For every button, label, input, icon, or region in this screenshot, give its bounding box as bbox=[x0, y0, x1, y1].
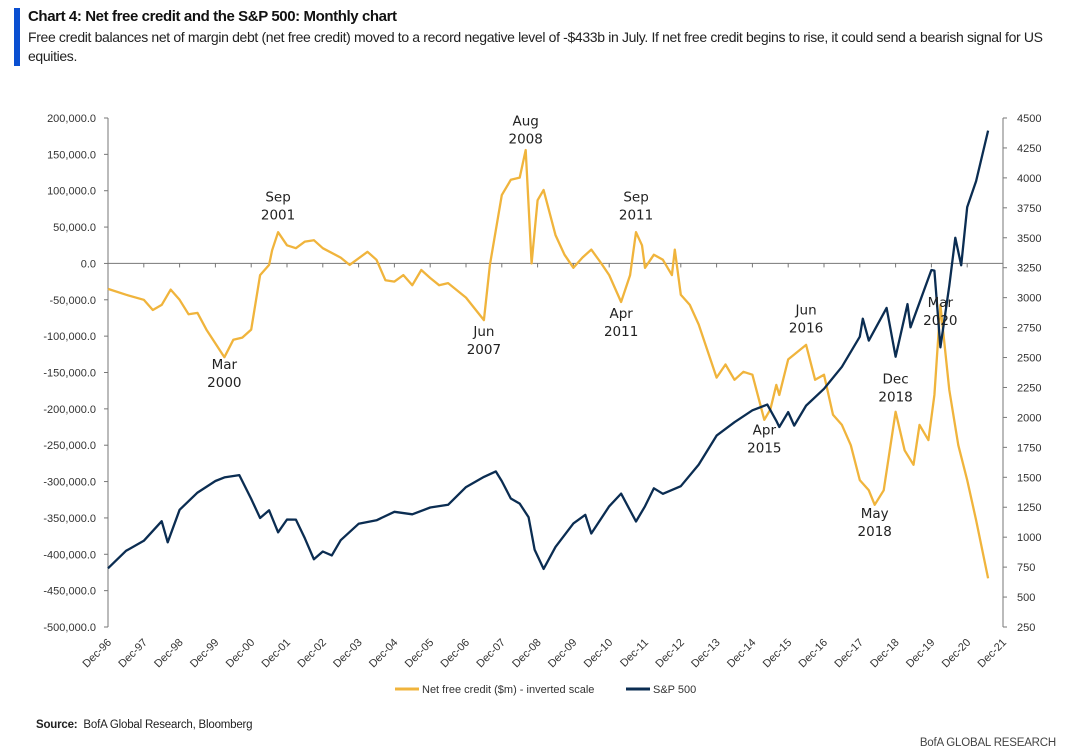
y2-tick-label: 3250 bbox=[1017, 263, 1041, 275]
y2-tick-label: 2750 bbox=[1017, 323, 1041, 335]
annotation-label: Apr bbox=[609, 306, 633, 322]
annotation-label: 2018 bbox=[878, 389, 912, 405]
y-tick-label: 50,000.0 bbox=[53, 222, 96, 234]
annotation-label: Mar bbox=[928, 295, 954, 311]
chart-title: Chart 4: Net free credit and the S&P 500… bbox=[28, 8, 397, 25]
x-tick-label: Dec-15 bbox=[761, 637, 795, 671]
annotation-label: Sep bbox=[623, 190, 648, 206]
source-text: BofA Global Research, Bloomberg bbox=[83, 719, 253, 731]
y2-tick-label: 3000 bbox=[1017, 293, 1041, 305]
y2-tick-label: 3500 bbox=[1017, 233, 1041, 245]
annotation-label: 2007 bbox=[467, 342, 501, 358]
x-tick-label: Dec-12 bbox=[653, 637, 687, 671]
annotation-label: Aug bbox=[512, 113, 538, 129]
annotation-label: Sep bbox=[265, 190, 290, 206]
annotation-label: May bbox=[861, 506, 889, 522]
y2-tick-label: 250 bbox=[1017, 622, 1035, 634]
annotation-label: Dec bbox=[883, 371, 909, 387]
x-tick-label: Dec-99 bbox=[188, 637, 222, 671]
y-tick-label: -450,000.0 bbox=[43, 586, 96, 598]
x-tick-label: Dec-01 bbox=[260, 637, 294, 671]
chart: 200,000.0 150,000.0 100,000.0 50,000.0 0.0 -5… bbox=[43, 113, 1041, 696]
x-tick-label: Dec-96 bbox=[81, 637, 115, 671]
x-tick-label: Dec-17 bbox=[832, 637, 866, 671]
y-tick-label: -400,000.0 bbox=[43, 549, 96, 561]
y2-tick-label: 500 bbox=[1017, 592, 1035, 604]
x-tick-label: Dec-14 bbox=[725, 637, 759, 671]
x-tick-label: Dec-07 bbox=[474, 637, 508, 671]
y2-tick-label: 2250 bbox=[1017, 382, 1041, 394]
legend-label: Net free credit ($m) - inverted scale bbox=[422, 684, 594, 696]
chart-subtitle: Free credit balances net of margin debt … bbox=[28, 29, 1043, 64]
annotation-label: 2011 bbox=[619, 208, 653, 224]
x-tick-label: Dec-13 bbox=[689, 637, 723, 671]
annotation-label: 2011 bbox=[604, 324, 638, 340]
annotation-label: 2001 bbox=[261, 208, 295, 224]
y2-tick-label: 4000 bbox=[1017, 173, 1041, 185]
annotation-label: Jun bbox=[472, 324, 494, 340]
annotation-label: 2018 bbox=[858, 524, 892, 540]
x-tick-label: Dec-97 bbox=[116, 637, 150, 671]
y-tick-label: -200,000.0 bbox=[43, 404, 96, 416]
x-tick-label: Dec-04 bbox=[367, 637, 401, 671]
x-tick-label: Dec-09 bbox=[546, 637, 580, 671]
x-tick-label: Dec-18 bbox=[868, 637, 902, 671]
brand-label: BofA GLOBAL RESEARCH bbox=[919, 737, 1056, 749]
y2-tick-label: 1500 bbox=[1017, 472, 1041, 484]
source-label: Source: bbox=[36, 719, 78, 731]
y-tick-label: -500,000.0 bbox=[43, 622, 96, 634]
x-tick-label: Dec-06 bbox=[439, 637, 473, 671]
x-tick-label: Dec-11 bbox=[618, 637, 651, 670]
y2-tick-label: 1000 bbox=[1017, 532, 1041, 544]
x-tick-label: Dec-19 bbox=[904, 637, 938, 671]
y-tick-label: -150,000.0 bbox=[43, 368, 96, 380]
y2-tick-label: 2500 bbox=[1017, 353, 1041, 365]
y-tick-label: 100,000.0 bbox=[47, 186, 96, 198]
annotation-label: Mar bbox=[212, 357, 238, 373]
annotation-label: 2016 bbox=[789, 320, 823, 336]
y2-tick-label: 3750 bbox=[1017, 203, 1041, 215]
y2-tick-label: 750 bbox=[1017, 562, 1035, 574]
x-tick-label: Dec-00 bbox=[224, 637, 258, 671]
x-tick-label: Dec-03 bbox=[331, 637, 365, 671]
y-tick-label: -300,000.0 bbox=[43, 477, 96, 489]
x-tick-label: Dec-20 bbox=[940, 637, 974, 671]
x-tick-label: Dec-16 bbox=[797, 637, 831, 671]
y-tick-label: 0.0 bbox=[81, 258, 96, 270]
y-tick-label: 150,000.0 bbox=[47, 149, 96, 161]
source-note: Source: BofA Global Research, Bloomberg bbox=[36, 719, 253, 731]
x-tick-label: Dec-05 bbox=[403, 637, 437, 671]
y-tick-label: -100,000.0 bbox=[43, 331, 96, 343]
y2-tick-label: 1250 bbox=[1017, 502, 1041, 514]
x-tick-label: Dec-02 bbox=[295, 637, 329, 671]
annotation-label: 2000 bbox=[207, 375, 241, 391]
annotation-label: Jun bbox=[795, 302, 817, 318]
accent-bar bbox=[14, 8, 20, 66]
y2-tick-label: 1750 bbox=[1017, 442, 1041, 454]
y2-tick-label: 4250 bbox=[1017, 143, 1041, 155]
y-tick-label: -350,000.0 bbox=[43, 513, 96, 525]
legend-label: S&P 500 bbox=[653, 684, 696, 696]
series-line-sp500 bbox=[107, 130, 990, 571]
annotation-label: 2008 bbox=[508, 131, 542, 147]
y-tick-label: -50,000.0 bbox=[50, 295, 96, 307]
y-tick-label: -250,000.0 bbox=[43, 440, 96, 452]
x-tick-label: Dec-98 bbox=[152, 637, 186, 671]
annotation-label: 2015 bbox=[747, 440, 781, 456]
x-tick-label: Dec-21 bbox=[976, 637, 1010, 671]
y-tick-label: 200,000.0 bbox=[47, 113, 96, 125]
annotation-label: Apr bbox=[753, 422, 777, 438]
series-line-net-free-credit bbox=[107, 148, 990, 579]
y2-tick-label: 4500 bbox=[1017, 113, 1041, 125]
y2-tick-label: 2000 bbox=[1017, 412, 1041, 424]
annotation-label: 2020 bbox=[923, 313, 957, 329]
x-tick-label: Dec-08 bbox=[510, 637, 544, 671]
x-tick-label: Dec-10 bbox=[582, 637, 616, 671]
